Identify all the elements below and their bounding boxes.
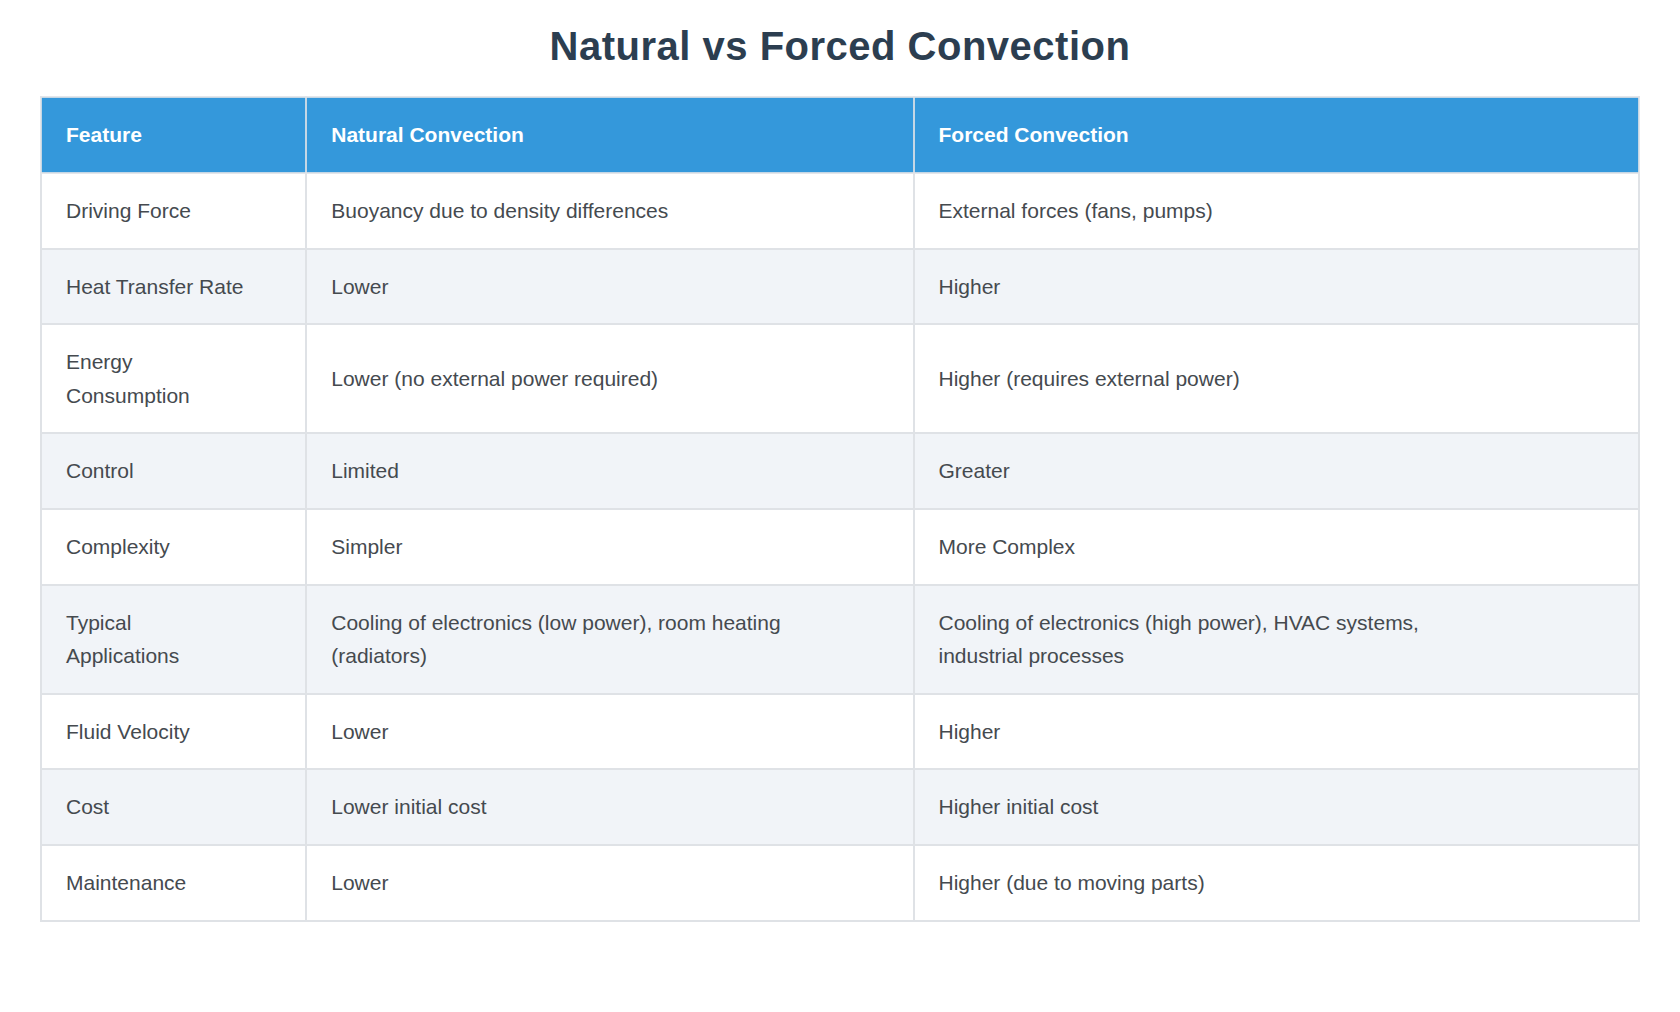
feature-cell: Maintenance [41,845,306,921]
table-row: ControlLimitedGreater [41,433,1639,509]
table-body: Driving ForceBuoyancy due to density dif… [41,173,1639,921]
natural-convection-cell: Lower [306,249,913,325]
table-row: CostLower initial costHigher initial cos… [41,769,1639,845]
feature-cell: Typical Applications [41,585,306,694]
table-row: Driving ForceBuoyancy due to density dif… [41,173,1639,249]
feature-cell: Heat Transfer Rate [41,249,306,325]
header-row: Feature Natural Convection Forced Convec… [41,97,1639,173]
feature-cell: Cost [41,769,306,845]
table-row: Heat Transfer RateLowerHigher [41,249,1639,325]
natural-convection-cell: Limited [306,433,913,509]
forced-convection-cell: Higher [914,249,1640,325]
feature-cell: Fluid Velocity [41,694,306,770]
feature-cell: Control [41,433,306,509]
page: Natural vs Forced Convection Feature Nat… [0,0,1680,1012]
forced-convection-cell: Cooling of electronics (high power), HVA… [914,585,1640,694]
natural-convection-cell: Lower initial cost [306,769,913,845]
forced-convection-cell: Higher [914,694,1640,770]
forced-convection-cell: External forces (fans, pumps) [914,173,1640,249]
column-header-feature: Feature [41,97,306,173]
feature-cell: Complexity [41,509,306,585]
page-title: Natural vs Forced Convection [0,22,1680,70]
table-row: MaintenanceLowerHigher (due to moving pa… [41,845,1639,921]
feature-cell: Driving Force [41,173,306,249]
natural-convection-cell: Lower [306,694,913,770]
natural-convection-cell: Simpler [306,509,913,585]
natural-convection-cell: Lower [306,845,913,921]
comparison-table: Feature Natural Convection Forced Convec… [40,96,1640,922]
natural-convection-cell: Buoyancy due to density differences [306,173,913,249]
forced-convection-cell: Higher (due to moving parts) [914,845,1640,921]
forced-convection-cell: Greater [914,433,1640,509]
forced-convection-cell: More Complex [914,509,1640,585]
natural-convection-cell: Cooling of electronics (low power), room… [306,585,913,694]
forced-convection-cell: Higher (requires external power) [914,324,1640,433]
table-row: Typical ApplicationsCooling of electroni… [41,585,1639,694]
table-row: ComplexitySimplerMore Complex [41,509,1639,585]
table-header: Feature Natural Convection Forced Convec… [41,97,1639,173]
column-header-forced-convection: Forced Convection [914,97,1640,173]
feature-cell: Energy Consumption [41,324,306,433]
natural-convection-cell: Lower (no external power required) [306,324,913,433]
forced-convection-cell: Higher initial cost [914,769,1640,845]
column-header-natural-convection: Natural Convection [306,97,913,173]
table-row: Fluid VelocityLowerHigher [41,694,1639,770]
table-row: Energy ConsumptionLower (no external pow… [41,324,1639,433]
